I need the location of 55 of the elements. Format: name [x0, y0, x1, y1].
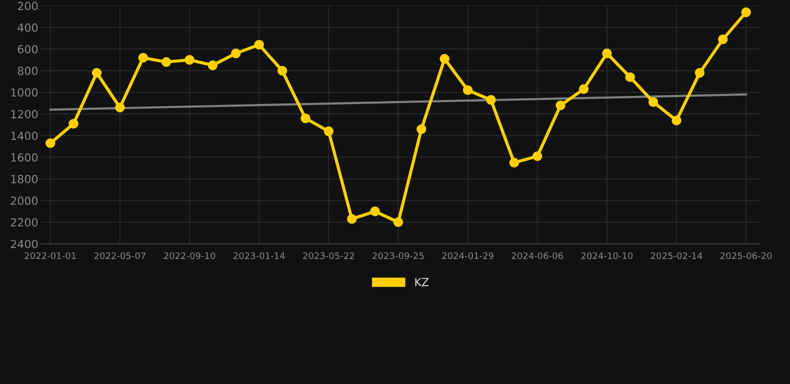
point — [556, 100, 566, 110]
point — [625, 72, 635, 82]
point — [92, 68, 102, 78]
point — [115, 102, 125, 112]
y-tick-label: 200 — [18, 2, 38, 10]
point — [462, 85, 473, 96]
point — [68, 118, 78, 129]
x-tick-label: 2022-05-07 — [94, 252, 146, 260]
point — [486, 95, 496, 105]
point — [672, 116, 682, 126]
point — [45, 138, 56, 148]
point — [300, 113, 310, 124]
y-tick-label: 1800 — [11, 174, 38, 184]
point — [370, 206, 380, 216]
x-tick-label: 2022-01-01 — [24, 252, 76, 260]
y-tick-label: 600 — [18, 45, 38, 54]
x-tick-label: 2025-06-20 — [720, 252, 772, 260]
point — [208, 60, 218, 70]
point — [741, 7, 751, 18]
point — [694, 68, 705, 78]
y-tick-label: 2400 — [10, 240, 38, 248]
point — [161, 57, 172, 67]
point — [718, 34, 728, 44]
x-tick-label: 2024-01-29 — [442, 252, 494, 260]
point — [277, 66, 288, 76]
x-tick-label: 2023-01-14 — [234, 252, 285, 260]
point — [509, 158, 520, 168]
point — [324, 126, 334, 136]
point — [532, 151, 542, 162]
point — [254, 40, 264, 50]
point — [416, 124, 426, 134]
x-tick-label: 2023-05-22 — [303, 252, 354, 260]
point — [346, 214, 357, 224]
y-tick-label: 800 — [18, 66, 38, 76]
point — [648, 97, 658, 107]
point — [602, 48, 612, 58]
y-tick-label: 1600 — [11, 153, 38, 162]
x-tick-label: 2022-09-10 — [164, 252, 216, 260]
legend-label: KZ — [415, 278, 429, 286]
point — [578, 84, 589, 94]
y-tick-label: 1200 — [11, 110, 38, 118]
y-tick-label: 400 — [18, 23, 38, 32]
point — [138, 52, 148, 63]
point — [184, 55, 194, 65]
x-tick-label: 2024-10-10 — [581, 252, 633, 260]
x-tick-label: 2023-09-25 — [372, 252, 424, 260]
y-tick-label: 2000 — [10, 196, 38, 205]
point — [231, 48, 241, 58]
y-tick-label: 2200 — [10, 218, 38, 227]
y-tick-label: 1400 — [11, 132, 38, 140]
x-tick-label: 2024-06-06 — [512, 252, 564, 260]
y-tick-label: 1000 — [11, 88, 38, 97]
point — [440, 54, 450, 64]
point — [393, 217, 404, 228]
x-tick-label: 2025-02-14 — [650, 252, 702, 260]
